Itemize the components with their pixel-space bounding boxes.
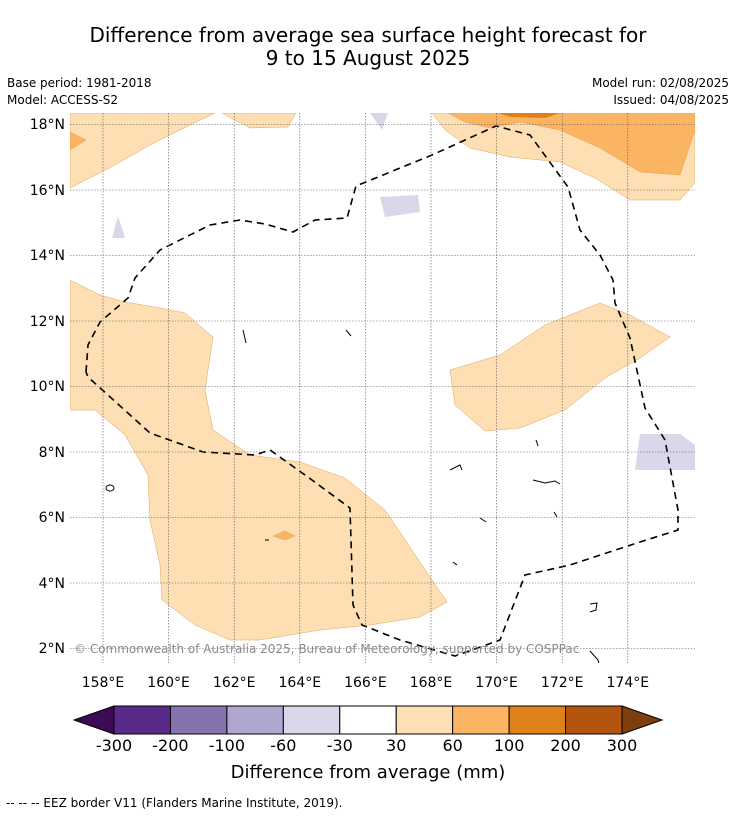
coastline-layer	[105, 329, 600, 663]
copyright-text: © Commonwealth of Australia 2025, Bureau…	[74, 642, 579, 656]
colorbar-title: Difference from average (mm)	[231, 762, 506, 783]
colorbar-segment	[452, 705, 510, 735]
island-coastline	[345, 329, 352, 337]
chart-title-line-1: Difference from average sea surface heig…	[89, 23, 647, 47]
colorbar-tick-label: 300	[607, 736, 638, 755]
anomaly-region-neg30-neg60-north	[370, 113, 388, 130]
colorbar-segment	[508, 705, 567, 735]
model-text: Model: ACCESS-S2	[7, 93, 119, 107]
chart-title-line-2: 9 to 15 August 2025	[265, 46, 471, 70]
colorbar-tick-label: -60	[270, 736, 296, 755]
colorbar-segment	[226, 705, 284, 735]
island-coastline	[452, 561, 458, 566]
colorbar-tick-label: 60	[442, 736, 462, 755]
model-run-text: Model run: 02/08/2025	[591, 76, 729, 90]
colorbar-low-extension	[72, 705, 115, 735]
lat-tick-label: 2°N	[39, 641, 65, 657]
island-coastline	[479, 517, 487, 523]
island-coastline	[105, 484, 115, 492]
gridlines	[70, 113, 695, 663]
island-coastline	[553, 511, 558, 518]
lon-tick-label: 164°E	[279, 675, 322, 691]
lon-tick-label: 174°E	[607, 675, 650, 691]
anomaly-region-60-100-nw-spot	[70, 131, 87, 151]
anomaly-region-60-100-ne	[447, 113, 695, 176]
colorbar-segment	[113, 705, 171, 735]
colorbar-labels: -300 -200 -100 -60 -30 30 60 100 200 300	[96, 736, 637, 755]
lon-tick-label: 158°E	[82, 675, 125, 691]
colorbar: -300 -200 -100 -60 -30 30 60 100 200 300 Differen…	[72, 705, 664, 783]
colorbar-tick-label: -100	[209, 736, 245, 755]
island-coastline	[449, 464, 463, 471]
lat-tick-label: 8°N	[39, 445, 65, 461]
lat-tick-label: 6°N	[39, 510, 65, 526]
eez-footnote: -- -- -- EEZ border V11 (Flanders Marine…	[6, 796, 343, 810]
map-panel: © Commonwealth of Australia 2025, Bureau…	[70, 113, 695, 663]
colorbar-high-extension	[621, 705, 664, 735]
base-period-text: Base period: 1981-2018	[7, 76, 152, 90]
colorbar-tick-label: 200	[550, 736, 581, 755]
colorbar-segment	[282, 705, 341, 735]
island-coastline	[242, 329, 247, 344]
lon-tick-label: 168°E	[410, 675, 453, 691]
colorbar-segment	[169, 705, 228, 735]
anomaly-region-60-100-small-spot	[272, 530, 296, 541]
colorbar-tick-label: -200	[152, 736, 188, 755]
anomaly-region-30-60-nw	[70, 113, 216, 189]
colorbar-segment	[395, 705, 454, 735]
lat-tick-label: 14°N	[30, 248, 65, 264]
island-coastline	[535, 439, 539, 447]
anomaly-region-neg30-neg60-west	[112, 216, 125, 238]
colorbar-tick-label: -300	[96, 736, 132, 755]
lat-tick-label: 16°N	[30, 183, 65, 199]
eez-border	[85, 125, 679, 657]
lon-tick-label: 160°E	[147, 675, 190, 691]
island-coastline	[532, 479, 561, 485]
lat-tick-label: 12°N	[30, 314, 65, 330]
lat-tick-label: 18°N	[30, 117, 65, 133]
lat-tick-labels: 2°N 4°N 6°N 8°N 10°N 12°N 14°N 16°N 18°N	[30, 117, 65, 657]
lon-tick-label: 166°E	[344, 675, 387, 691]
island-coastline	[589, 602, 598, 613]
lon-tick-label: 162°E	[213, 675, 256, 691]
lon-tick-label: 172°E	[541, 675, 584, 691]
anomaly-region-30-60-southwest	[70, 279, 448, 641]
colorbar-segments	[113, 705, 623, 735]
island-coastline	[589, 650, 600, 663]
colorbar-tick-label: 30	[386, 736, 406, 755]
colorbar-tick-label: 100	[494, 736, 525, 755]
anomaly-region-100-200-ne	[498, 113, 560, 118]
anomaly-region-30-60-east-band	[449, 302, 671, 432]
colorbar-segment	[565, 705, 623, 735]
colorbar-segment	[339, 705, 397, 735]
lon-tick-label: 170°E	[475, 675, 518, 691]
colorbar-tick-label: -30	[327, 736, 353, 755]
lat-tick-label: 10°N	[30, 379, 65, 395]
issued-text: Issued: 04/08/2025	[613, 93, 729, 107]
anomaly-fill-layer	[70, 113, 695, 641]
anomaly-region-neg30-neg60-central	[380, 195, 420, 217]
lon-tick-labels: 158°E 160°E 162°E 164°E 166°E 168°E 170°…	[82, 675, 649, 691]
lat-tick-label: 4°N	[39, 576, 65, 592]
